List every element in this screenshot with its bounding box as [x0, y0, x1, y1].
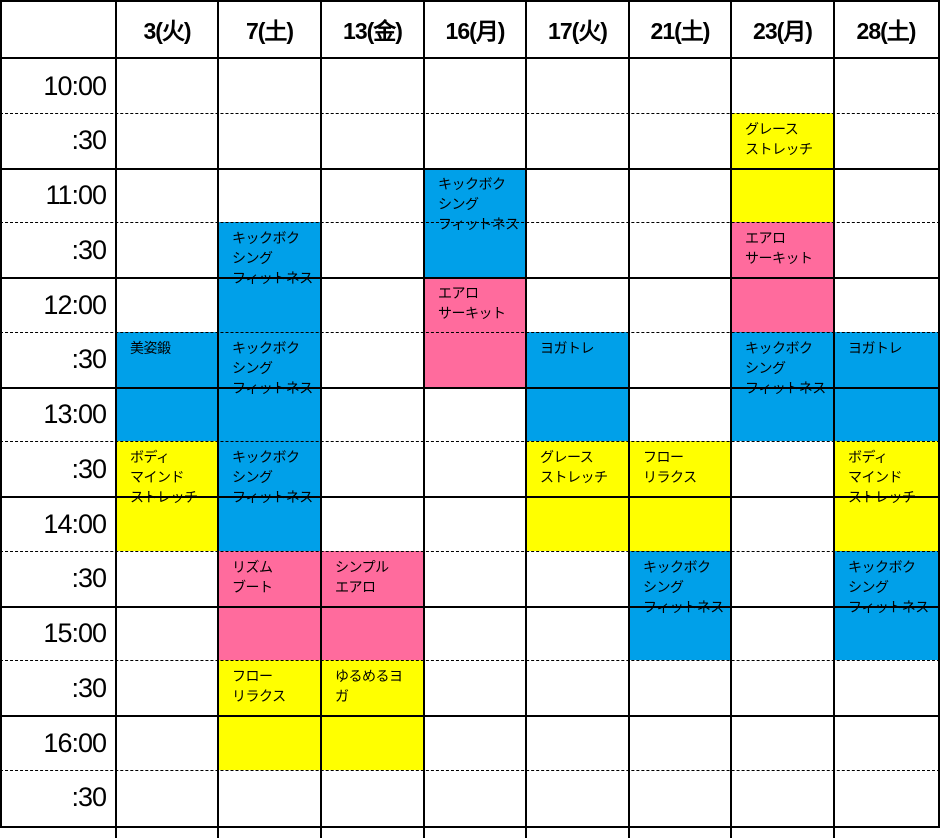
column-divider	[730, 0, 732, 838]
hour-line	[0, 715, 940, 717]
half-hour-line	[0, 770, 940, 771]
half-hour-line	[0, 660, 940, 661]
hour-line	[0, 277, 940, 279]
class-block: リズム ブート	[218, 550, 321, 661]
half-hour-line	[0, 551, 940, 552]
time-label: :30	[71, 234, 107, 265]
day-header: 7(土)	[245, 18, 294, 44]
column-divider	[423, 0, 425, 838]
day-header: 13(金)	[343, 18, 403, 44]
time-label: 11:00	[45, 180, 107, 210]
hour-line	[0, 496, 940, 498]
hour-line	[0, 168, 940, 170]
half-hour-line	[0, 222, 940, 223]
time-label: 15:00	[43, 618, 107, 648]
class-block: キックボク シング フィットネス	[731, 331, 834, 442]
column-divider	[628, 0, 630, 838]
hour-line	[0, 387, 940, 389]
column-divider	[320, 0, 322, 838]
half-hour-line	[0, 332, 940, 333]
header-divider	[0, 57, 940, 59]
time-label: :30	[71, 672, 107, 703]
class-block: 美姿鍛	[116, 331, 218, 442]
time-label: :30	[71, 453, 107, 484]
class-block: ヨガトレ	[834, 331, 938, 442]
time-label: :30	[71, 563, 107, 594]
time-label: :30	[71, 125, 107, 156]
time-label: 13:00	[43, 399, 107, 429]
time-label: 16:00	[43, 727, 107, 758]
class-block: キックボク シング フィットネス	[629, 550, 731, 661]
day-header: 21(土)	[650, 18, 711, 44]
day-header: 23(月)	[753, 18, 813, 44]
day-header: 28(土)	[856, 18, 917, 44]
class-block: シンプル エアロ	[321, 550, 424, 661]
time-label: 12:00	[43, 289, 107, 320]
class-block: エアロ サーキット	[424, 277, 526, 387]
hour-line	[0, 606, 940, 608]
half-hour-line	[0, 113, 940, 114]
column-divider	[833, 0, 835, 838]
column-divider	[217, 0, 219, 838]
day-header: 3(火)	[143, 18, 191, 44]
column-divider	[525, 0, 527, 838]
time-label: 14:00	[43, 508, 107, 539]
time-label: :30	[71, 782, 107, 813]
class-block: ヨガトレ	[526, 331, 629, 442]
class-block: キックボク シング フィットネス	[218, 331, 321, 442]
half-hour-line	[0, 441, 940, 442]
class-block: グレース ストレッチ	[731, 112, 834, 223]
time-label: :30	[71, 344, 107, 375]
column-divider	[115, 0, 117, 838]
time-label: 10:00	[43, 70, 107, 101]
day-header: 16(月)	[445, 18, 506, 44]
day-header: 17(火)	[548, 18, 608, 44]
class-block: キックボク シング フィットネス	[834, 550, 938, 661]
